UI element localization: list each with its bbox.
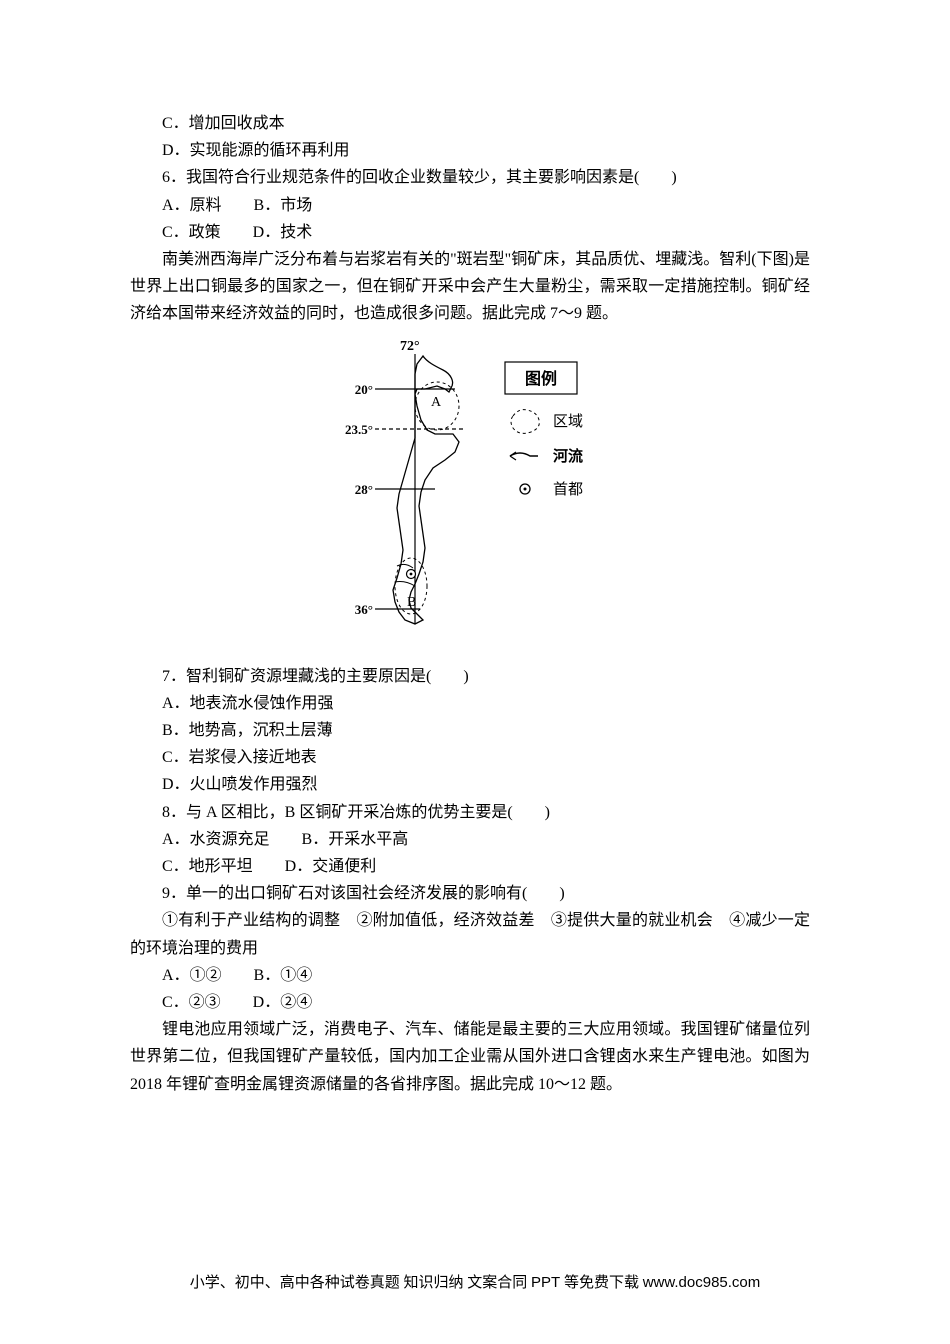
legend-capital-dot xyxy=(524,487,527,490)
legend-region-icon xyxy=(511,409,539,433)
legend-capital-label: 首都 xyxy=(553,481,583,498)
lat-20-label: 20° xyxy=(355,382,373,397)
q9-ops: ①有利于产业结构的调整 ②附加值低，经济效益差 ③提供大量的就业机会 ④减少一定… xyxy=(130,907,810,961)
legend-region-label: 区域 xyxy=(553,413,583,430)
q6-options-line2: C．政策 D．技术 xyxy=(130,219,810,246)
q6-stem: 6．我国符合行业规范条件的回收企业数量较少，其主要影响因素是( ) xyxy=(130,164,810,191)
lat-36-label: 36° xyxy=(355,602,373,617)
q7-d: D．火山喷发作用强烈 xyxy=(130,771,810,798)
q9-line1: A．①② B．①④ xyxy=(130,962,810,989)
document-page: C．增加回收成本 D．实现能源的循环再利用 6．我国符合行业规范条件的回收企业数… xyxy=(0,0,950,1138)
footer-right: 等免费下载 xyxy=(560,1275,643,1291)
legend-river-arrow xyxy=(510,452,516,460)
q7-stem: 7．智利铜矿资源埋藏浅的主要原因是( ) xyxy=(130,663,810,690)
q5-option-c: C．增加回收成本 xyxy=(130,110,810,137)
region-a-label: A xyxy=(431,395,442,410)
passage1: 南美洲西海岸广泛分布着与岩浆岩有关的"斑岩型"铜矿床，其品质优、埋藏浅。智利(下… xyxy=(130,246,810,328)
q7-c: C．岩浆侵入接近地表 xyxy=(130,744,810,771)
map-svg: 72° 20° 23.5° 28° 36° A B xyxy=(315,334,625,644)
q9-stem: 9．单一的出口铜矿石对该国社会经济发展的影响有( ) xyxy=(130,880,810,907)
q7-b: B．地势高，沉积土层薄 xyxy=(130,717,810,744)
capital-dot xyxy=(410,572,413,575)
passage2: 锂电池应用领域广泛，消费电子、汽车、储能是最主要的三大应用领域。我国锂矿储量位列… xyxy=(130,1016,810,1098)
q7-a: A．地表流水侵蚀作用强 xyxy=(130,690,810,717)
footer-mid: PPT xyxy=(531,1274,560,1291)
region-b-label: B xyxy=(407,595,416,610)
footer-url: www.doc985.com xyxy=(643,1274,761,1291)
legend-title: 图例 xyxy=(525,369,557,388)
page-footer: 小学、初中、高中各种试卷真题 知识归纳 文案合同 PPT 等免费下载 www.d… xyxy=(0,1271,950,1292)
q8-line1: A．水资源充足 B．开采水平高 xyxy=(130,826,810,853)
lon-label: 72° xyxy=(400,339,420,354)
legend-river-label: 河流 xyxy=(553,447,583,465)
q5-option-d: D．实现能源的循环再利用 xyxy=(130,137,810,164)
footer-left: 小学、初中、高中各种试卷真题 知识归纳 文案合同 xyxy=(190,1275,531,1291)
lat-23-5-label: 23.5° xyxy=(345,422,373,437)
q8-line2: C．地形平坦 D．交通便利 xyxy=(130,853,810,880)
q9-line2: C．②③ D．②④ xyxy=(130,989,810,1016)
q8-stem: 8．与 A 区相比，B 区铜矿开采冶炼的优势主要是( ) xyxy=(130,799,810,826)
coastline xyxy=(393,356,459,624)
river-2 xyxy=(395,581,415,586)
lat-28-label: 28° xyxy=(355,482,373,497)
map-figure: 72° 20° 23.5° 28° 36° A B xyxy=(130,334,810,653)
q6-options-line1: A．原料 B．市场 xyxy=(130,192,810,219)
